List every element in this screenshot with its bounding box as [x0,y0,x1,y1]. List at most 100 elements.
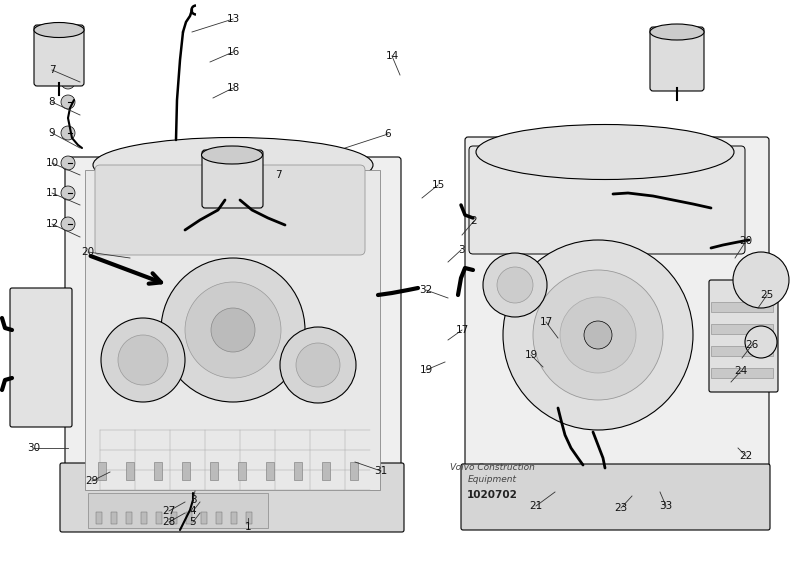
Bar [126,462,134,480]
Bar [126,512,132,524]
Bar [350,462,358,480]
Circle shape [560,297,636,373]
FancyBboxPatch shape [650,27,704,91]
Bar [186,512,192,524]
Circle shape [61,95,75,109]
FancyBboxPatch shape [469,146,745,254]
Text: 9: 9 [49,128,55,138]
Text: 12: 12 [46,219,58,229]
Bar [111,512,117,524]
Text: 17: 17 [455,325,469,335]
Bar [154,462,162,480]
Circle shape [296,343,340,387]
Circle shape [497,267,533,303]
Circle shape [483,253,547,317]
Bar [246,512,252,524]
Ellipse shape [476,124,734,180]
Bar [156,512,162,524]
Text: 7: 7 [49,65,55,75]
Circle shape [584,321,612,349]
Circle shape [61,156,75,170]
Ellipse shape [34,23,84,37]
Text: 22: 22 [739,451,753,461]
Text: 14: 14 [386,51,398,61]
Bar [711,368,773,378]
Bar [231,512,237,524]
FancyBboxPatch shape [34,25,84,86]
Text: 11: 11 [46,188,58,198]
Ellipse shape [202,146,262,164]
Bar [98,462,106,480]
Text: 27: 27 [162,506,176,516]
Circle shape [280,327,356,403]
Circle shape [733,252,789,308]
Text: 13: 13 [226,14,240,24]
Circle shape [211,308,255,352]
Bar [711,324,773,334]
Bar [171,512,177,524]
FancyBboxPatch shape [465,137,769,518]
Text: 26: 26 [746,340,758,350]
Bar [141,512,147,524]
Text: 15: 15 [431,180,445,190]
Text: 24: 24 [734,366,748,376]
Ellipse shape [650,24,704,40]
Circle shape [503,240,693,430]
FancyBboxPatch shape [202,150,263,208]
Circle shape [61,126,75,140]
Text: 8: 8 [49,97,55,107]
Text: 2: 2 [470,216,478,226]
Text: 16: 16 [226,47,240,57]
Text: 20: 20 [739,236,753,246]
Circle shape [61,186,75,200]
FancyBboxPatch shape [461,464,770,530]
Circle shape [745,326,777,358]
Bar [85,170,380,490]
Bar [711,346,773,356]
Text: 19: 19 [524,350,538,360]
Circle shape [185,282,281,378]
Text: 10: 10 [46,158,58,168]
Circle shape [161,258,305,402]
Text: Volvo Construction: Volvo Construction [450,463,534,472]
Circle shape [118,335,168,385]
Text: 21: 21 [530,501,542,511]
FancyBboxPatch shape [709,280,778,392]
Text: 23: 23 [614,503,628,513]
Text: 1: 1 [245,522,251,532]
Text: 28: 28 [162,517,176,527]
Text: 7: 7 [274,170,282,180]
Text: 17: 17 [539,317,553,327]
FancyBboxPatch shape [65,157,401,523]
Text: 5: 5 [190,517,196,527]
Circle shape [533,270,663,400]
Bar [96,512,102,524]
Bar [238,462,246,480]
Bar [322,462,330,480]
Text: Equipment: Equipment [467,476,517,485]
Text: 6: 6 [385,129,391,139]
Circle shape [61,217,75,231]
Text: 20: 20 [82,247,94,257]
Bar [182,462,190,480]
FancyBboxPatch shape [10,288,72,427]
Text: 3: 3 [458,245,464,255]
Text: 33: 33 [659,501,673,511]
Text: 31: 31 [374,466,388,476]
FancyBboxPatch shape [60,463,404,532]
Bar [201,512,207,524]
Circle shape [61,75,75,89]
Text: 19: 19 [419,365,433,375]
Circle shape [101,318,185,402]
Bar [294,462,302,480]
Text: 25: 25 [760,290,774,300]
FancyBboxPatch shape [95,165,365,255]
Bar [88,493,268,528]
Bar [711,302,773,312]
Text: 3: 3 [190,495,196,505]
Text: 29: 29 [86,476,98,486]
Text: 1020702: 1020702 [466,490,518,500]
Bar [266,462,274,480]
Text: 18: 18 [226,83,240,93]
Bar [216,512,222,524]
